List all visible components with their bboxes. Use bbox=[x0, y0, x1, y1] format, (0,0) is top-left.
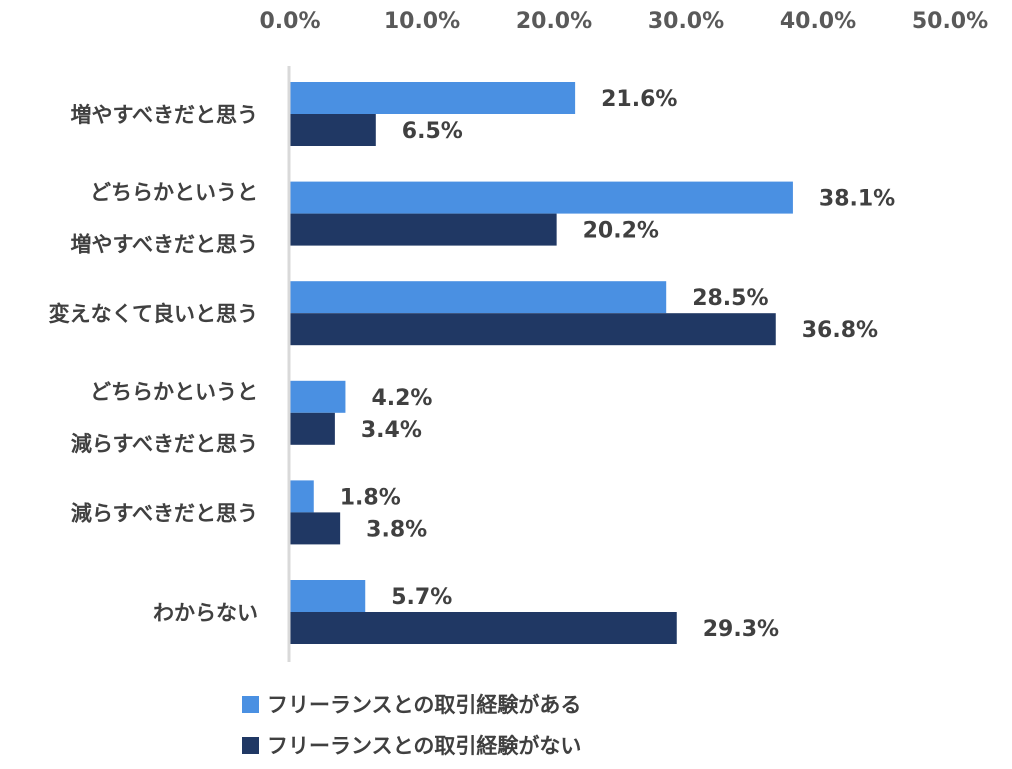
legend-swatch bbox=[242, 736, 259, 754]
x-tick-label: 10.0% bbox=[384, 9, 460, 34]
bar bbox=[290, 181, 793, 214]
bar bbox=[290, 114, 376, 146]
legend-label: フリーランスとの取引経験がない bbox=[267, 734, 582, 758]
bar bbox=[290, 213, 557, 246]
category-label: わからない bbox=[153, 601, 258, 625]
data-label: 4.2% bbox=[371, 386, 432, 411]
category-label: どちらかというと増やすべきだと思う bbox=[70, 181, 258, 257]
x-tick-label: 50.0% bbox=[912, 9, 988, 34]
legend-swatch bbox=[242, 695, 259, 713]
data-label: 38.1% bbox=[819, 187, 895, 212]
bar bbox=[290, 412, 335, 445]
data-label: 21.6% bbox=[601, 87, 677, 112]
bar bbox=[290, 82, 576, 114]
data-label: 1.8% bbox=[340, 485, 401, 510]
x-tick-label: 40.0% bbox=[780, 9, 856, 34]
data-label: 3.4% bbox=[361, 418, 422, 443]
data-labels: 21.6% 38.1% 28.5% 4.2% 1.8% 5.7% 6.5% 20.2% 36.8… bbox=[340, 87, 895, 642]
bar bbox=[290, 380, 346, 413]
category-label: どちらかというと減らすべきだと思う bbox=[71, 380, 258, 456]
x-axis-ticks: 0.0% 10.0% 20.0% 30.0% 40.0% 50.0% bbox=[259, 9, 988, 34]
bar bbox=[290, 512, 341, 545]
x-tick-label: 30.0% bbox=[648, 9, 724, 34]
data-label: 36.8% bbox=[802, 318, 878, 343]
data-label: 20.2% bbox=[583, 219, 659, 244]
bar bbox=[290, 480, 314, 513]
bar bbox=[290, 580, 366, 612]
legend-label: フリーランスとの取引経験がある bbox=[267, 693, 582, 717]
data-label: 3.8% bbox=[366, 517, 427, 542]
data-label: 28.5% bbox=[692, 286, 768, 311]
category-labels: 増やすべきだと思うどちらかというと増やすべきだと思う変えなくて良いと思うどちらか… bbox=[49, 103, 258, 625]
bar bbox=[290, 313, 776, 346]
legend-item-with-experience: フリーランスとの取引経験がある bbox=[242, 689, 581, 719]
data-label: 29.3% bbox=[703, 617, 779, 642]
category-label: 変えなくて良いと思う bbox=[49, 302, 258, 326]
x-tick-label: 0.0% bbox=[259, 9, 320, 34]
x-tick-label: 20.0% bbox=[516, 9, 592, 34]
bars bbox=[290, 82, 793, 644]
bar-chart: 0.0% 10.0% 20.0% 30.0% 40.0% 50.0% 増やすべきだと思うど… bbox=[49, 9, 988, 662]
bar bbox=[290, 612, 677, 644]
category-label: 減らすべきだと思う bbox=[71, 501, 258, 525]
category-label: 増やすべきだと思う bbox=[70, 103, 258, 127]
data-label: 5.7% bbox=[391, 585, 452, 610]
legend-item-without-experience: フリーランスとの取引経験がない bbox=[242, 730, 581, 760]
bar bbox=[290, 281, 667, 314]
data-label: 6.5% bbox=[402, 119, 463, 144]
